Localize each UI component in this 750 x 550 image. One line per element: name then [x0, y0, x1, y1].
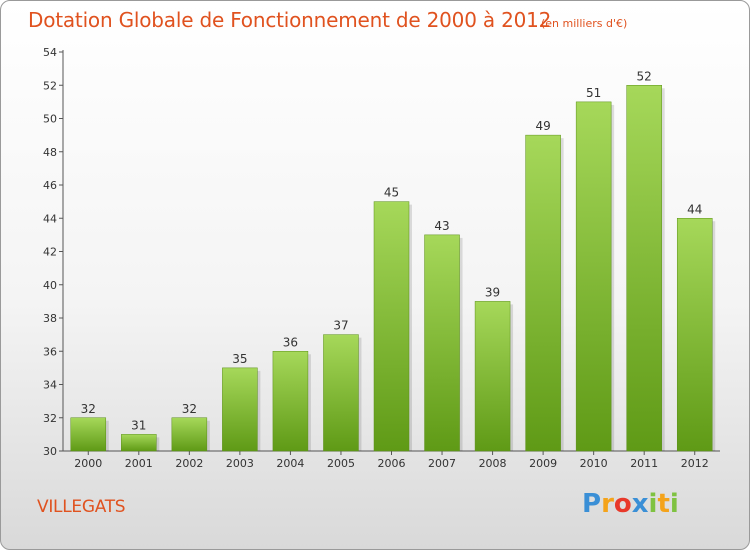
x-tick-label: 2004: [276, 457, 304, 470]
bar-2009[interactable]: [525, 134, 561, 452]
x-tick-label: 2000: [74, 457, 102, 470]
bar-2012[interactable]: [676, 218, 713, 452]
logo-letter: P: [582, 489, 602, 519]
proxiti-logo[interactable]: Proxiti: [582, 489, 679, 519]
data-label: 49: [535, 119, 550, 133]
data-label: 35: [232, 352, 247, 366]
data-label: 36: [283, 335, 298, 349]
bar-2011[interactable]: [626, 85, 662, 452]
x-tick-label: 2011: [630, 457, 658, 470]
chart-title: Dotation Globale de Fonctionnement de 20…: [28, 8, 552, 32]
x-tick-label: 2003: [226, 457, 254, 470]
x-tick-label: 2012: [681, 457, 709, 470]
bar-2010[interactable]: [575, 101, 612, 452]
logo-letter: t: [657, 489, 670, 519]
y-tick-label: 48: [43, 146, 57, 159]
chart-subtitle: (en milliers d'€): [541, 17, 628, 30]
bar-2006[interactable]: [373, 201, 410, 452]
data-label: 37: [333, 319, 348, 333]
x-tick-label: 2010: [580, 457, 608, 470]
y-tick-label: 36: [43, 345, 57, 358]
logo-letter: r: [601, 489, 614, 519]
y-tick-label: 32: [43, 412, 57, 425]
data-label: 32: [81, 402, 96, 416]
y-tick-label: 52: [43, 79, 57, 92]
data-label: 45: [384, 186, 399, 200]
y-tick-label: 38: [43, 312, 57, 325]
x-tick-label: 2002: [175, 457, 203, 470]
bar-2005[interactable]: [323, 334, 359, 452]
x-tick-label: 2005: [327, 457, 355, 470]
data-label: 43: [434, 219, 449, 233]
data-label: 39: [485, 285, 500, 299]
y-tick-label: 42: [43, 246, 57, 259]
bar-2007[interactable]: [424, 234, 460, 452]
x-tick-label: 2006: [378, 457, 406, 470]
bar-2008[interactable]: [474, 301, 511, 452]
data-label: 51: [586, 86, 601, 100]
y-tick-label: 40: [43, 279, 57, 292]
logo-letter: i: [669, 489, 679, 519]
bar-2001[interactable]: [121, 434, 157, 452]
logo-letter: o: [613, 489, 632, 519]
bar-2004[interactable]: [272, 351, 309, 452]
y-tick-label: 54: [43, 46, 57, 59]
x-tick-label: 2007: [428, 457, 456, 470]
y-tick-label: 34: [43, 379, 57, 392]
bar-2002[interactable]: [171, 417, 208, 452]
data-label: 32: [182, 402, 197, 416]
town-name: VILLEGATS: [37, 497, 126, 517]
x-tick-label: 2008: [479, 457, 507, 470]
logo-letter: x: [631, 489, 649, 519]
bar-2003[interactable]: [222, 367, 258, 452]
bar-2000[interactable]: [70, 417, 107, 452]
logo-letter: i: [648, 489, 658, 519]
data-label: 52: [637, 69, 652, 83]
y-tick-label: 46: [43, 179, 57, 192]
y-tick-label: 44: [43, 212, 57, 225]
data-label: 44: [687, 202, 702, 216]
x-tick-label: 2009: [529, 457, 557, 470]
y-tick-label: 50: [43, 113, 57, 126]
x-tick-label: 2001: [125, 457, 153, 470]
y-tick-label: 30: [43, 445, 57, 458]
data-label: 31: [131, 418, 146, 432]
